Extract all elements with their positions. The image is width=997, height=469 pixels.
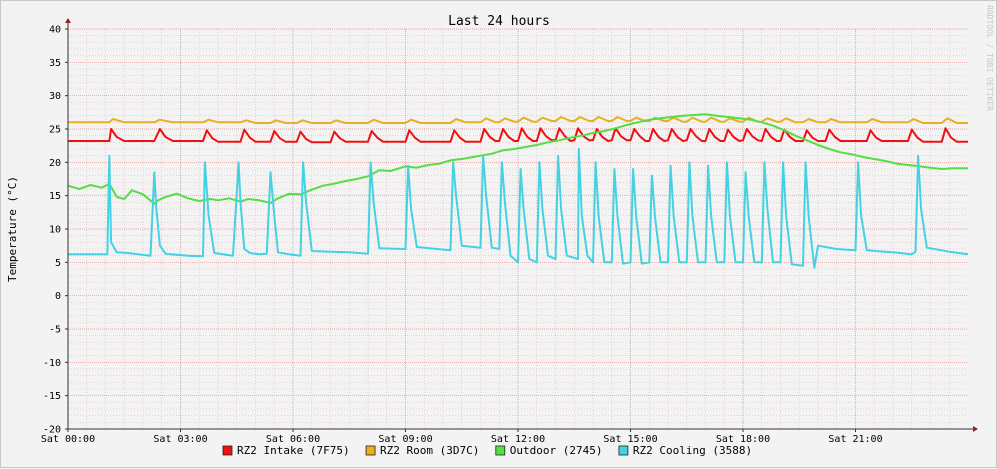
- axes: [65, 18, 978, 432]
- series-lines: [67, 113, 969, 269]
- legend-swatch-4: [618, 445, 629, 456]
- y-tick-label: -15: [43, 391, 61, 402]
- y-tick-label: 5: [55, 258, 61, 269]
- legend-label-2: RZ2 Room (3D7C): [380, 444, 479, 457]
- y-tick-label: 0: [55, 291, 61, 302]
- y-tick-label: 25: [49, 125, 61, 136]
- x-tick-label: Sat 00:00: [41, 434, 95, 445]
- y-tick-label: 20: [49, 158, 61, 169]
- legend-swatch-2: [365, 445, 376, 456]
- series-line-3: [67, 113, 968, 205]
- x-tick-label: Sat 21:00: [828, 434, 882, 445]
- y-tick-label: 40: [49, 25, 61, 36]
- x-axis-arrow: [973, 426, 978, 432]
- chart-title: Last 24 hours: [448, 14, 550, 29]
- legend-label-1: RZ2 Intake (7F75): [237, 444, 350, 457]
- y-tick-label: -20: [43, 425, 61, 436]
- series-line-2: [68, 116, 968, 124]
- x-tick-label: Sat 15:00: [603, 434, 657, 445]
- grid-lines: [67, 28, 968, 430]
- x-tick-label: Sat 09:00: [378, 434, 432, 445]
- y-tick-label: 30: [49, 91, 61, 102]
- series-line-4: [68, 148, 969, 269]
- series-line-1: [68, 127, 968, 144]
- legend-swatch-1: [222, 445, 233, 456]
- y-tick-label: -5: [49, 325, 61, 336]
- y-tick-label: 15: [49, 191, 61, 202]
- x-tick-label: Sat 03:00: [153, 434, 207, 445]
- y-tick-label: 35: [49, 58, 61, 69]
- x-tick-label: Sat 06:00: [266, 434, 320, 445]
- x-tick-label: Sat 18:00: [716, 434, 770, 445]
- x-axis-tick-labels: Sat 00:00 Sat 03:00 Sat 06:00 Sat 09:00 Sat …: [41, 434, 883, 445]
- legend-label-4: RZ2 Cooling (3588): [633, 444, 752, 457]
- legend-swatch-3: [495, 445, 506, 456]
- watermark: RRDTOOL / TOBI OETIKER: [985, 5, 994, 111]
- y-axis-tick-labels: 40 35 30 25 20 15 10 5 0 -5 -10 -15 -20: [43, 25, 61, 436]
- legend: RZ2 Intake (7F75) RZ2 Room (3D7C) Outdoor …: [222, 444, 752, 457]
- x-tick-label: Sat 12:00: [491, 434, 545, 445]
- legend-label-3: Outdoor (2745): [510, 444, 603, 457]
- y-axis-label: Temperature (°C): [6, 176, 19, 282]
- y-tick-label: 10: [49, 225, 61, 236]
- y-tick-label: -10: [43, 358, 61, 369]
- y-axis-arrow: [65, 18, 71, 23]
